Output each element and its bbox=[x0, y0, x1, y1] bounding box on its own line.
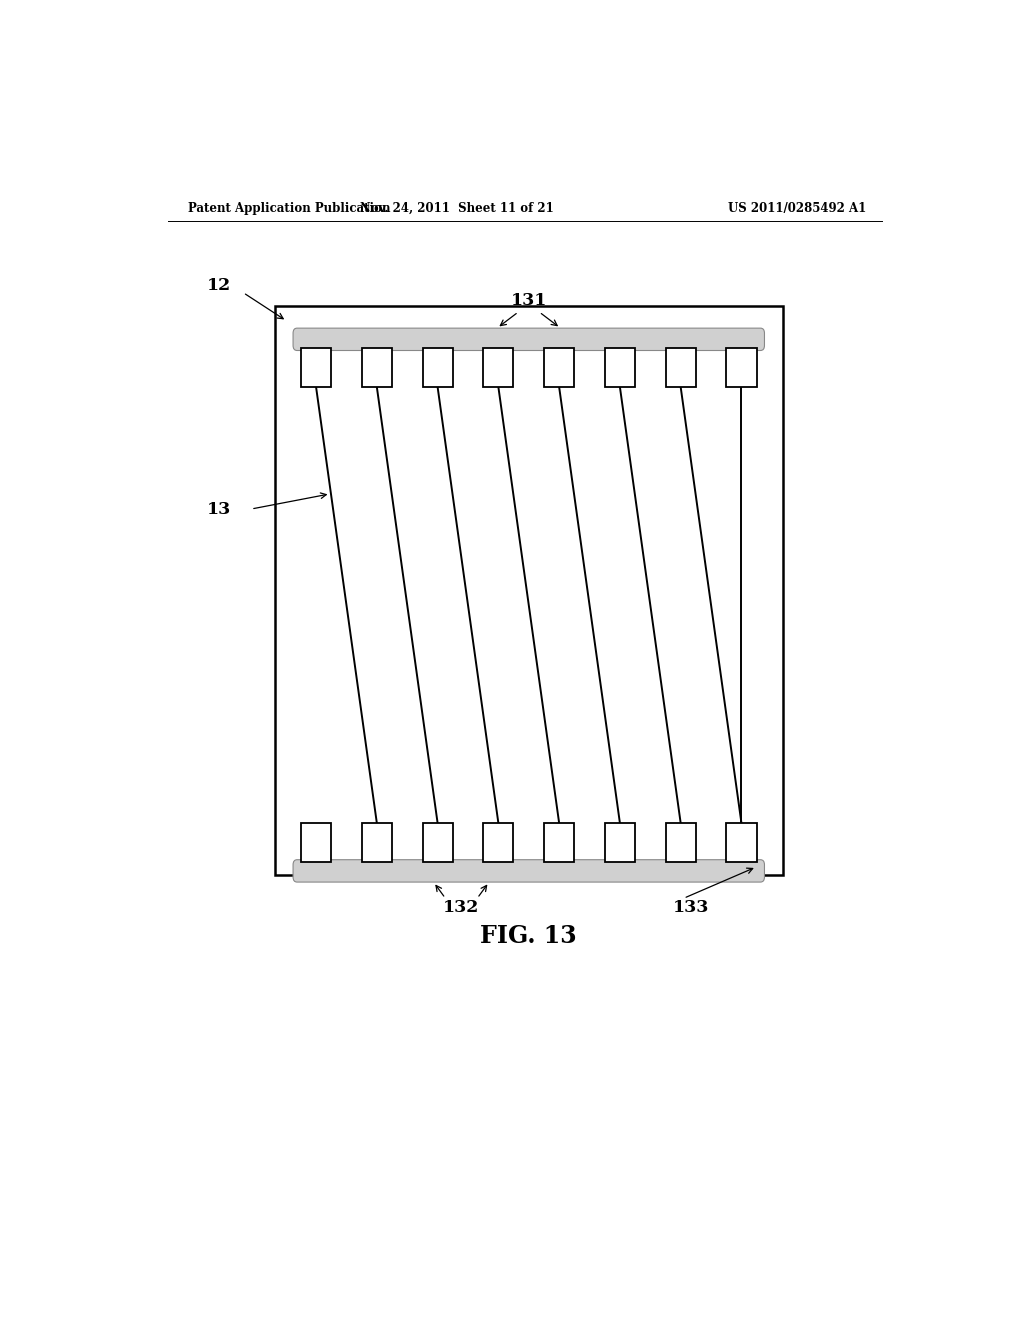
Bar bbox=[666, 348, 695, 387]
Text: 133: 133 bbox=[673, 899, 710, 916]
Bar bbox=[544, 824, 574, 862]
Bar bbox=[423, 348, 453, 387]
FancyBboxPatch shape bbox=[293, 859, 765, 882]
Bar bbox=[274, 306, 782, 875]
Bar bbox=[301, 824, 331, 862]
Bar bbox=[301, 348, 331, 387]
Bar bbox=[361, 824, 392, 862]
Bar bbox=[483, 824, 513, 862]
Text: 132: 132 bbox=[443, 899, 479, 916]
Bar bbox=[423, 824, 453, 862]
Bar bbox=[666, 824, 695, 862]
Bar bbox=[361, 348, 392, 387]
Text: Nov. 24, 2011  Sheet 11 of 21: Nov. 24, 2011 Sheet 11 of 21 bbox=[360, 202, 554, 215]
Bar bbox=[726, 348, 757, 387]
FancyBboxPatch shape bbox=[293, 329, 765, 351]
Text: 131: 131 bbox=[511, 292, 547, 309]
Text: 13: 13 bbox=[207, 500, 231, 517]
Bar bbox=[605, 348, 635, 387]
Text: Patent Application Publication: Patent Application Publication bbox=[187, 202, 390, 215]
Text: 12: 12 bbox=[207, 277, 231, 294]
Bar bbox=[726, 824, 757, 862]
Bar bbox=[483, 348, 513, 387]
Bar bbox=[605, 824, 635, 862]
Text: FIG. 13: FIG. 13 bbox=[480, 924, 578, 948]
Bar bbox=[544, 348, 574, 387]
Text: US 2011/0285492 A1: US 2011/0285492 A1 bbox=[728, 202, 866, 215]
